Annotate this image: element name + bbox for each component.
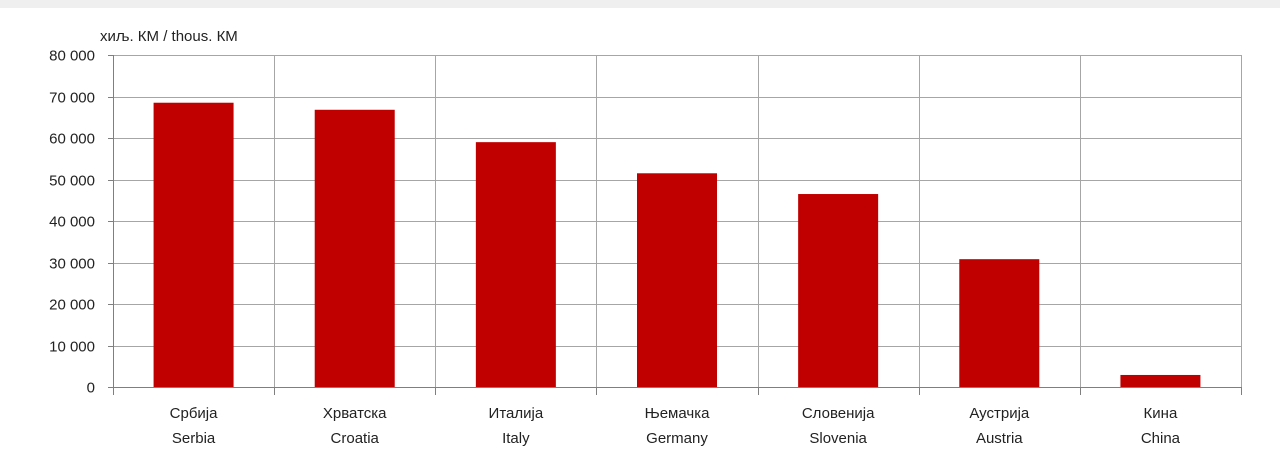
bar-slovenia — [798, 194, 879, 387]
x-tick-label-local: Србија — [170, 405, 218, 422]
x-tick-label-local: Кина — [1144, 405, 1178, 422]
y-tick-label: 20 000 — [49, 297, 95, 314]
y-tick-label: 0 — [87, 380, 95, 397]
bar-serbia — [153, 102, 234, 387]
bars — [153, 102, 1201, 387]
x-tick-label-local: Словенија — [802, 405, 875, 422]
x-tick-label-en: Croatia — [331, 430, 380, 447]
x-tick-label-en: China — [1141, 430, 1181, 447]
bar-croatia — [314, 109, 395, 387]
y-tick-label: 10 000 — [49, 339, 95, 356]
grid — [113, 55, 1242, 387]
axes — [108, 55, 1242, 395]
x-tick-label-local: Њемачка — [645, 405, 711, 422]
y-unit-label: хиљ. КМ / thous. КМ — [100, 28, 238, 45]
x-tick-label-local: Италија — [489, 405, 544, 422]
bar-austria — [959, 259, 1040, 387]
x-tick-label-en: Austria — [976, 430, 1023, 447]
bar-china — [1120, 374, 1201, 387]
x-tick-label-en: Serbia — [172, 430, 216, 447]
x-tick-label-en: Germany — [646, 430, 708, 447]
x-tick-labels: Србија Serbia Хрватска Croatia Италија Italy Њ… — [170, 405, 1181, 447]
x-tick-label-en: Italy — [502, 430, 530, 447]
x-tick-label-local: Аустрија — [969, 405, 1030, 422]
y-tick-label: 80 000 — [49, 48, 95, 65]
bar-italy — [475, 142, 556, 387]
x-tick-label-local: Хрватска — [323, 405, 387, 422]
y-tick-labels: 0 10 000 20 000 30 000 40 000 50 000 60 000 70 … — [49, 48, 95, 397]
y-tick-label: 70 000 — [49, 90, 95, 107]
y-tick-label: 40 000 — [49, 214, 95, 231]
y-tick-label: 60 000 — [49, 131, 95, 148]
y-tick-label: 30 000 — [49, 256, 95, 273]
x-tick-label-en: Slovenia — [809, 430, 867, 447]
bar-germany — [637, 173, 717, 387]
top-border — [0, 0, 1280, 8]
y-tick-label: 50 000 — [49, 173, 95, 190]
